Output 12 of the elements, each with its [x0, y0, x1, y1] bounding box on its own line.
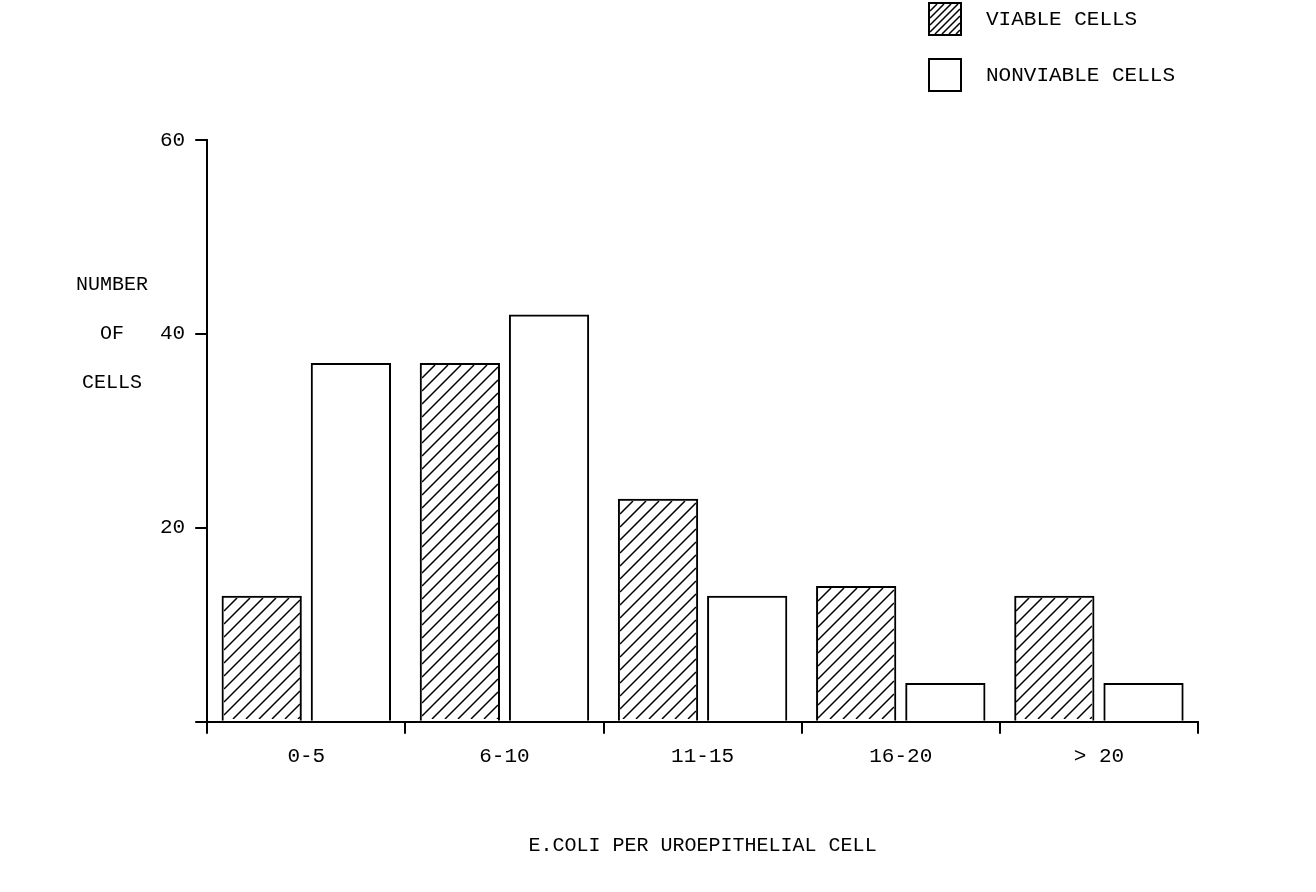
y-tick-label: 40: [159, 322, 186, 346]
legend-label: NONVIABLE CELLS: [986, 63, 1176, 87]
text: NUMBER OF CELLS: [75, 273, 149, 395]
x-tick-label: 11-15: [671, 744, 735, 768]
y-tick-label: 20: [159, 516, 186, 540]
x-tick-label: > 20: [1073, 744, 1125, 768]
x-tick-label: 0-5: [287, 744, 326, 768]
y-tick-label: 60: [159, 128, 186, 152]
legend-label: VIABLE CELLS: [986, 7, 1138, 31]
x-tick-label: 16-20: [869, 744, 933, 768]
x-tick-label: 6-10: [479, 744, 530, 768]
x-axis-title: E.COLI PER UROEPITHELIAL CELL: [528, 834, 877, 858]
